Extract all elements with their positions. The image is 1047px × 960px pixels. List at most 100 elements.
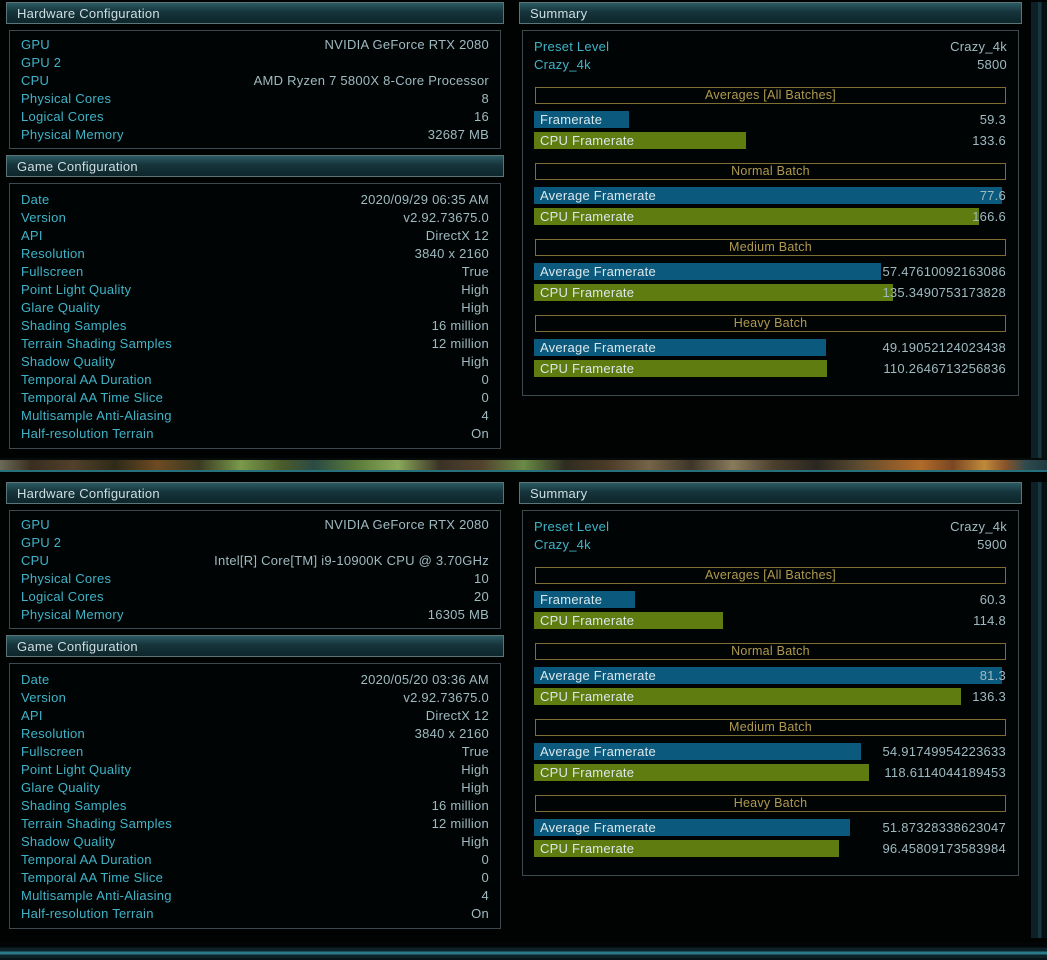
config-value: High bbox=[461, 282, 489, 297]
metric-label: Average Framerate bbox=[540, 820, 657, 835]
metric-label: CPU Framerate bbox=[540, 613, 635, 628]
metric-label: Framerate bbox=[540, 112, 603, 127]
config-row: Temporal AA Time Slice 0 bbox=[21, 389, 489, 407]
config-row: Physical Memory 16305 MB bbox=[21, 606, 489, 624]
config-label: Glare Quality bbox=[21, 780, 101, 795]
metric-label: Average Framerate bbox=[540, 264, 657, 279]
batch-section-header: Heavy Batch bbox=[535, 315, 1006, 332]
config-label: Multisample Anti-Aliasing bbox=[21, 888, 172, 903]
config-value: v2.92.73675.0 bbox=[403, 210, 489, 225]
framerate-bar bbox=[534, 339, 827, 356]
config-row: Crazy_4k 5800 bbox=[534, 56, 1007, 74]
config-row: Date 2020/09/29 06:35 AM bbox=[21, 191, 489, 209]
config-value: 12 million bbox=[431, 816, 489, 831]
metric-label: CPU Framerate bbox=[540, 361, 635, 376]
config-label: Temporal AA Time Slice bbox=[21, 390, 164, 405]
metric-value: 135.3490753173828 bbox=[882, 285, 1006, 300]
config-label: Physical Memory bbox=[21, 607, 124, 622]
batch-section-header: Normal Batch bbox=[535, 643, 1006, 660]
hardware-config-title: Hardware Configuration bbox=[17, 6, 160, 21]
metric-row: CPU Framerate 118.6114044189453 bbox=[534, 764, 1007, 782]
config-row: Version v2.92.73675.0 bbox=[21, 689, 489, 707]
config-value: 16 bbox=[474, 109, 489, 124]
config-value: AMD Ryzen 7 5800X 8-Core Processor bbox=[253, 73, 489, 88]
config-value: 5900 bbox=[977, 537, 1007, 552]
config-row: Preset Level Crazy_4k bbox=[534, 38, 1007, 56]
config-label: Half-resolution Terrain bbox=[21, 426, 154, 441]
config-row: Fullscreen True bbox=[21, 743, 489, 761]
metric-label: Average Framerate bbox=[540, 188, 657, 203]
metric-value: 77.6 bbox=[979, 188, 1006, 203]
config-row: Physical Memory 32687 MB bbox=[21, 126, 489, 144]
config-value: 16305 MB bbox=[427, 607, 489, 622]
metric-row: Average Framerate 54.91749954223633 bbox=[534, 743, 1007, 761]
config-label: Physical Cores bbox=[21, 571, 112, 586]
config-value: 4 bbox=[481, 408, 489, 423]
config-label: GPU bbox=[21, 37, 50, 52]
config-label: Logical Cores bbox=[21, 109, 104, 124]
metric-value: 57.47610092163086 bbox=[882, 264, 1006, 279]
config-row: Logical Cores 16 bbox=[21, 108, 489, 126]
metric-label: CPU Framerate bbox=[540, 765, 635, 780]
metric-row: CPU Framerate 135.3490753173828 bbox=[534, 284, 1007, 302]
config-label: Version bbox=[21, 690, 67, 705]
game-config-header: Game Configuration bbox=[6, 155, 504, 177]
left-column: Hardware Configuration GPU NVIDIA GeForce… bbox=[6, 482, 504, 929]
config-label: Shading Samples bbox=[21, 798, 127, 813]
summary-panel: Preset Level Crazy_4k Crazy_4k 5900 Averages… bbox=[522, 510, 1019, 876]
config-row: Preset Level Crazy_4k bbox=[534, 518, 1007, 536]
window-right-edge bbox=[1031, 2, 1047, 458]
metric-value: 118.6114044189453 bbox=[884, 765, 1006, 780]
window-right-edge bbox=[1031, 482, 1047, 938]
framerate-bar bbox=[534, 819, 850, 836]
config-label: Shadow Quality bbox=[21, 834, 116, 849]
game-config-header: Game Configuration bbox=[6, 635, 504, 657]
metric-value: 54.91749954223633 bbox=[882, 744, 1006, 759]
metric-value: 51.87328338623047 bbox=[882, 820, 1006, 835]
game-config-title: Game Configuration bbox=[17, 159, 138, 174]
summary-title: Summary bbox=[530, 486, 588, 501]
config-label: Fullscreen bbox=[21, 264, 84, 279]
config-label: GPU 2 bbox=[21, 535, 62, 550]
config-label: Crazy_4k bbox=[534, 57, 591, 72]
game-config-title: Game Configuration bbox=[17, 639, 138, 654]
config-row: Shadow Quality High bbox=[21, 833, 489, 851]
metric-label: CPU Framerate bbox=[540, 689, 635, 704]
config-row: Logical Cores 20 bbox=[21, 588, 489, 606]
config-row: Temporal AA Duration 0 bbox=[21, 851, 489, 869]
config-value: DirectX 12 bbox=[425, 228, 489, 243]
config-value: NVIDIA GeForce RTX 2080 bbox=[324, 37, 489, 52]
metric-label: Framerate bbox=[540, 592, 603, 607]
metric-row: CPU Framerate 114.8 bbox=[534, 612, 1007, 630]
config-value: On bbox=[471, 426, 489, 441]
config-row: Point Light Quality High bbox=[21, 761, 489, 779]
config-value: 2020/09/29 06:35 AM bbox=[360, 192, 489, 207]
metric-row: CPU Framerate 136.3 bbox=[534, 688, 1007, 706]
config-row: Physical Cores 8 bbox=[21, 90, 489, 108]
right-column: Summary Preset Level Crazy_4k Crazy_4k 5900… bbox=[519, 482, 1022, 876]
config-value: 8 bbox=[481, 91, 489, 106]
framerate-bar bbox=[534, 743, 861, 760]
metric-row: CPU Framerate 166.6 bbox=[534, 208, 1007, 226]
metric-label: Average Framerate bbox=[540, 744, 657, 759]
config-value: v2.92.73675.0 bbox=[403, 690, 489, 705]
config-value: 10 bbox=[474, 571, 489, 586]
metric-value: 136.3 bbox=[972, 689, 1006, 704]
config-label: Temporal AA Time Slice bbox=[21, 870, 164, 885]
metric-label: Average Framerate bbox=[540, 668, 657, 683]
metric-label: CPU Framerate bbox=[540, 133, 635, 148]
config-row: Shading Samples 16 million bbox=[21, 317, 489, 335]
config-row: GPU 2 bbox=[21, 54, 489, 72]
config-row: GPU NVIDIA GeForce RTX 2080 bbox=[21, 516, 489, 534]
metric-value: 166.6 bbox=[972, 209, 1006, 224]
batch-section-header: Averages [All Batches] bbox=[535, 567, 1006, 584]
config-label: Shading Samples bbox=[21, 318, 127, 333]
config-value: High bbox=[461, 300, 489, 315]
config-row: Resolution 3840 x 2160 bbox=[21, 245, 489, 263]
left-column: Hardware Configuration GPU NVIDIA GeForce… bbox=[6, 2, 504, 449]
config-value: 5800 bbox=[977, 57, 1007, 72]
config-value: NVIDIA GeForce RTX 2080 bbox=[324, 517, 489, 532]
config-row: Multisample Anti-Aliasing 4 bbox=[21, 887, 489, 905]
metric-row: CPU Framerate 110.2646713256836 bbox=[534, 360, 1007, 378]
config-value: 0 bbox=[481, 390, 489, 405]
